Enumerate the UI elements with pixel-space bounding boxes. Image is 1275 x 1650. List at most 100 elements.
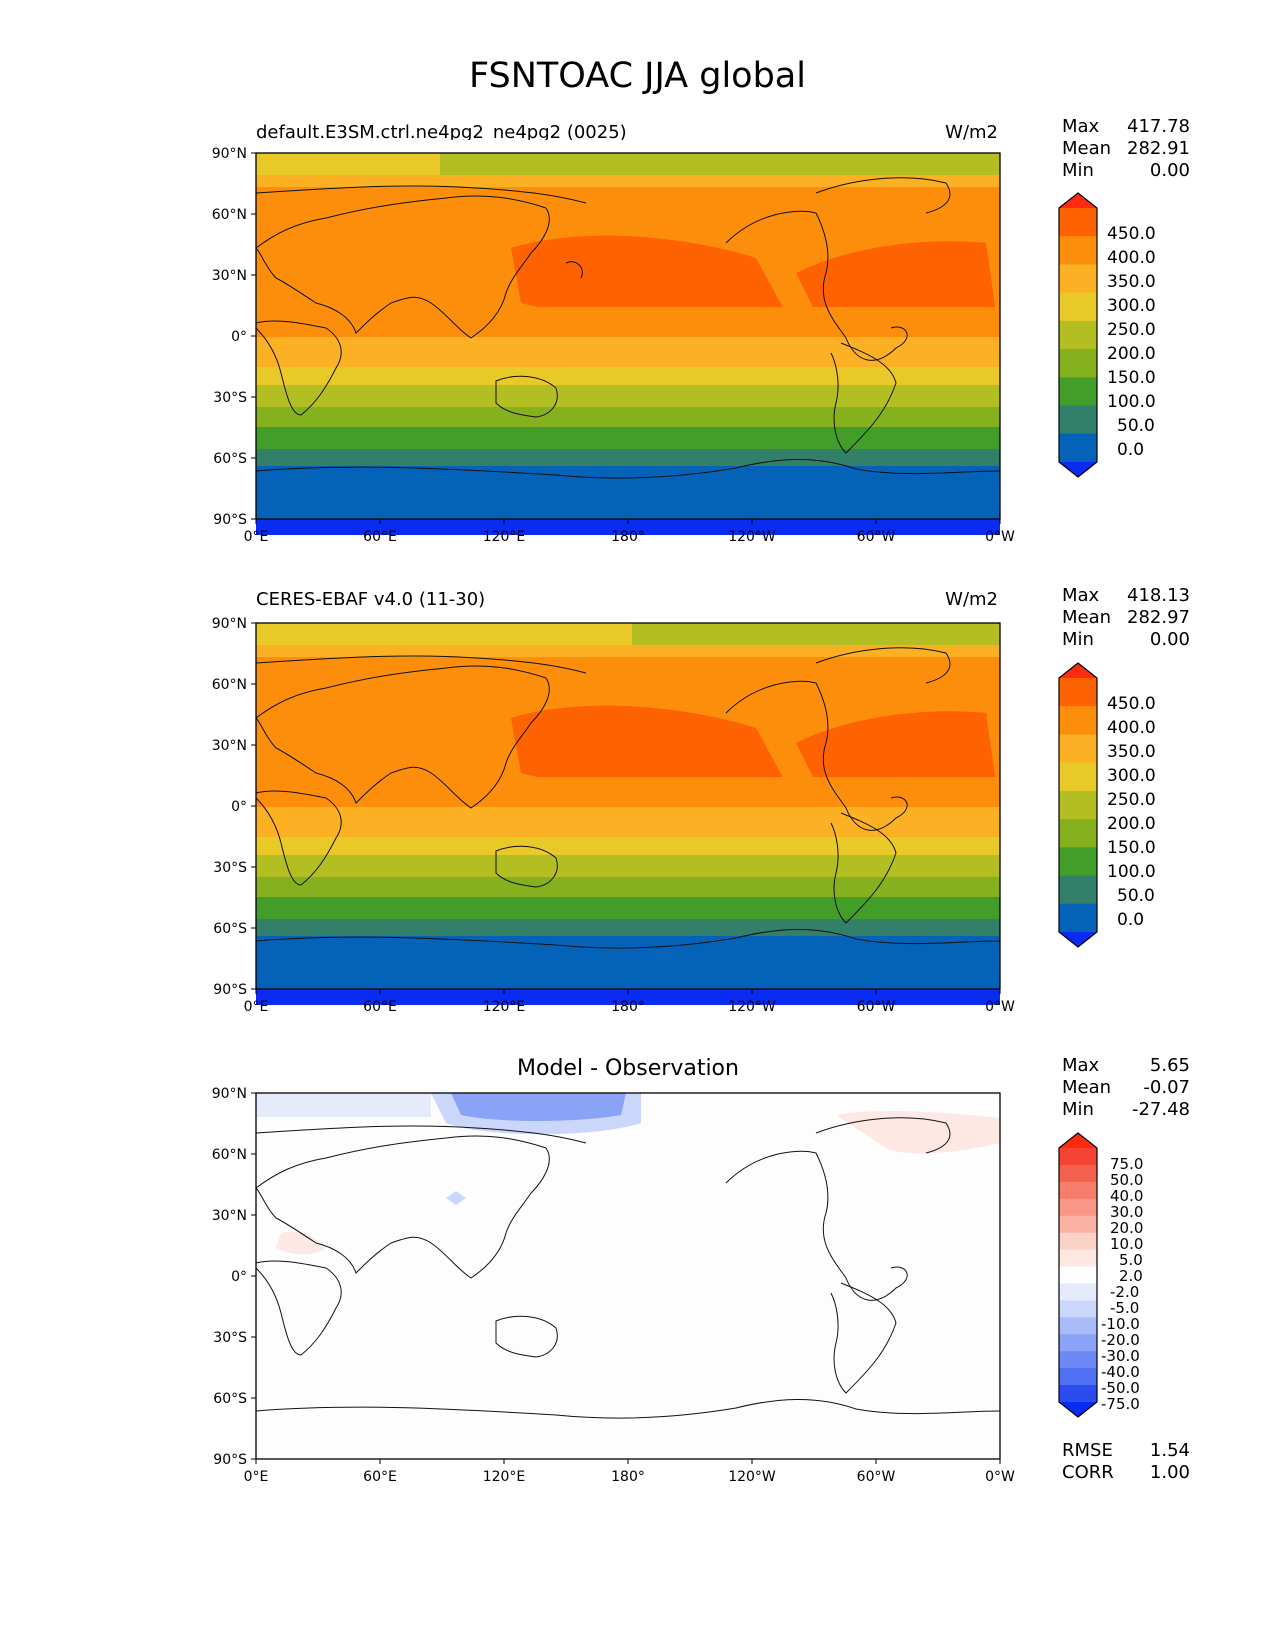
stat-label: Max [1062,1055,1100,1076]
colorbar-segment [1059,1148,1097,1166]
lat-tick-label: 30°S [213,390,247,406]
lat-ticks [251,622,256,990]
panel3-stats: Max 5.65 Mean -0.07 Min -27.48 [1062,1055,1190,1121]
colorbar-label: -40.0 [1101,1363,1140,1381]
colorbar-outline [1058,1132,1098,1418]
colorbar-outline [1058,192,1098,478]
lat-tick-label: 60°N [212,207,247,223]
colorbar-label: -30.0 [1101,1347,1140,1365]
lon-ticks [255,1459,1001,1464]
colorbar-label: 300.0 [1107,766,1156,786]
colorbar-segment [1059,1266,1097,1284]
stat-value: 417.78 [1127,116,1190,137]
colorbar-label: 200.0 [1107,344,1156,364]
lat-tick-label: 0° [231,329,247,345]
colorbar-label: 300.0 [1107,296,1156,316]
stat-value: -27.48 [1131,1099,1190,1120]
colorbar-segment [1059,903,1097,933]
lon-tick-label: 60°E [363,1469,397,1485]
field-bands [256,153,1000,535]
coastlines [255,647,1001,949]
colorbar-extend-min [1059,462,1097,477]
colorbar-label: 100.0 [1107,392,1156,412]
panel3-metrics: RMSE 1.54 CORR 1.00 [1062,1440,1190,1484]
colorbar-segment [1059,208,1097,237]
colorbar-segment [1059,1300,1097,1318]
lat-tick-label: 60°N [212,1147,247,1163]
lat-tick-label: 90°S [213,1452,247,1468]
lat-tick-label: 90°S [213,982,247,998]
colorbar-segment [1059,433,1097,463]
figure-title: FSNTOAC JJA global [469,56,806,96]
panel1-units: W/m2 [945,122,998,143]
lon-ticks [255,989,1001,994]
colorbar-segment [1059,236,1097,265]
stat-value: 282.97 [1127,607,1190,628]
panel1-colorbar: 450.0 400.0 350.0 300.0 250.0 200.0 150.… [1058,192,1156,478]
colorbar-label: 450.0 [1107,224,1156,244]
panel2-stats: Max 418.13 Mean 282.97 Min 0.00 [1062,585,1190,651]
colorbar-label: 250.0 [1107,320,1156,340]
colorbar-label: 200.0 [1107,814,1156,834]
lon-tick-label: 0°E [244,1469,269,1485]
colorbar-segments [1059,1133,1097,1417]
colorbar-segment [1059,875,1097,905]
lon-tick-label: 0°W [985,1469,1015,1485]
colorbar-label: 100.0 [1107,862,1156,882]
colorbar-segments [1059,193,1097,477]
stat-value: 418.13 [1127,585,1190,606]
lon-tick-label: 60°E [363,529,397,545]
colorbar-label: -2.0 [1110,1283,1139,1301]
lon-tick-label: 120°E [483,529,526,545]
lon-tick-label: 60°E [363,999,397,1015]
panel1-map: 90°N 60°N 30°N 0° 30°S 60°S 90°S 0°E 60°… [200,140,1020,560]
colorbar-segment [1059,1232,1097,1251]
lat-tick-label: 30°S [213,860,247,876]
colorbar-outline [1058,662,1098,948]
lat-tick-label: 30°N [212,738,247,754]
colorbar-label: 2.0 [1119,1267,1143,1285]
lat-tick-label: 60°N [212,677,247,693]
diff-background [256,1093,1000,1459]
colorbar-label: 30.0 [1110,1203,1143,1221]
colorbar-label: 40.0 [1110,1187,1143,1205]
colorbar-label: 350.0 [1107,272,1156,292]
stat-value: -0.07 [1143,1077,1190,1098]
colorbar-label: -5.0 [1110,1299,1139,1317]
colorbar-segment [1059,1283,1097,1301]
colorbar-segment [1059,819,1097,848]
colorbar-label: 50.0 [1117,416,1155,436]
diff-anomalies [256,1093,1000,1255]
colorbar-segment [1059,377,1097,407]
panel1-stats: Max 417.78 Mean 282.91 Min 0.00 [1062,116,1190,182]
stat-label: Max [1062,585,1100,606]
lat-tick-label: 0° [231,799,247,815]
lon-tick-label: 0°W [985,999,1015,1015]
lat-ticks [251,1092,256,1460]
colorbar-segment [1059,1198,1097,1217]
stat-value: 0.00 [1149,160,1190,181]
colorbar-segment [1059,1215,1097,1234]
stat-label: Min [1062,629,1094,650]
stat-label: Max [1062,116,1100,137]
metric-value: 1.54 [1149,1440,1190,1461]
colorbar-segment [1059,1368,1097,1386]
lon-tick-label: 0°E [244,529,269,545]
lat-tick-label: 30°N [212,1208,247,1224]
colorbar-label: -20.0 [1101,1331,1140,1349]
colorbar-segments [1059,663,1097,947]
lat-tick-label: 90°N [212,146,247,162]
colorbar-label: 450.0 [1107,694,1156,714]
lat-tick-label: 60°S [213,1391,247,1407]
panel2-colorbar: 450.0 400.0 350.0 300.0 250.0 200.0 150.… [1058,662,1156,948]
colorbar-label: 250.0 [1107,790,1156,810]
lat-tick-label: 90°S [213,512,247,528]
lat-tick-label: 90°N [212,1086,247,1102]
colorbar-label: 350.0 [1107,742,1156,762]
colorbar-segment [1059,734,1097,764]
stat-label: Mean [1062,1077,1112,1098]
lon-tick-label: 120°W [728,529,776,545]
colorbar-segment [1059,1351,1097,1369]
stat-value: 282.91 [1127,138,1190,159]
lat-tick-label: 30°N [212,268,247,284]
